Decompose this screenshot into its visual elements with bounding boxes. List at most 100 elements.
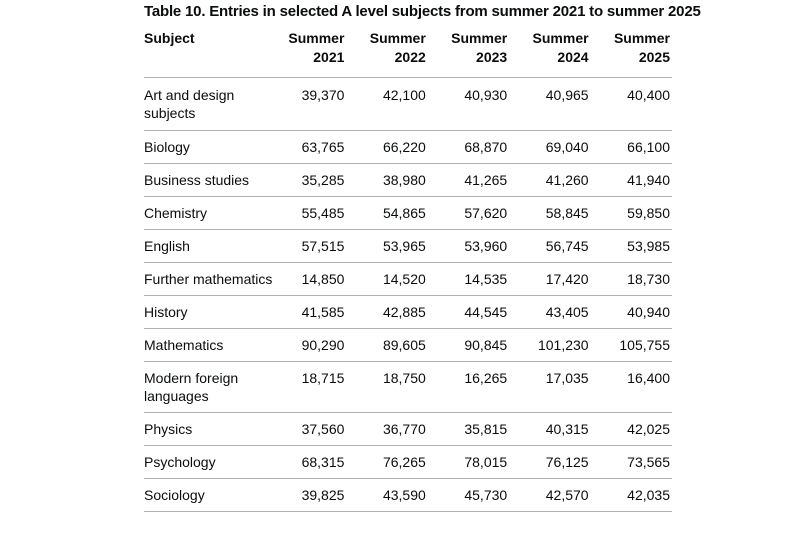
header-year-line2: 2024 — [557, 49, 589, 65]
header-year-line2: 2023 — [476, 49, 508, 65]
cell-value: 37,560 — [283, 412, 347, 446]
cell-value: 41,265 — [427, 163, 510, 197]
cell-value: 66,100 — [590, 130, 672, 164]
cell-value: 58,845 — [509, 196, 591, 230]
header-year-line1: Summer — [451, 30, 508, 46]
table-row: Modern foreign languages 18,715 18,750 16,2… — [144, 361, 672, 413]
cell-value: 16,400 — [590, 361, 672, 413]
cell-value: 35,815 — [427, 412, 510, 446]
cell-value: 17,420 — [509, 262, 591, 296]
cell-value: 56,745 — [509, 229, 591, 263]
table-row: Art and design subjects 39,370 42,100 40,93… — [144, 77, 672, 131]
cell-subject: Sociology — [144, 478, 284, 512]
cell-value: 43,590 — [346, 478, 428, 512]
cell-value: 101,230 — [509, 328, 591, 362]
table-row: Business studies 35,285 38,980 41,265 41,260… — [144, 163, 672, 197]
table-row: Chemistry 55,485 54,865 57,620 58,845 59,850 — [144, 196, 672, 230]
cell-value: 54,865 — [346, 196, 428, 230]
cell-value: 42,570 — [509, 478, 591, 512]
cell-value: 35,285 — [283, 163, 347, 197]
cell-value: 43,405 — [509, 295, 591, 329]
cell-subject: Chemistry — [144, 196, 284, 230]
cell-value: 14,535 — [427, 262, 510, 296]
table-row: Biology 63,765 66,220 68,870 69,040 66,100 — [144, 130, 672, 164]
table-body: Art and design subjects 39,370 42,100 40,93… — [144, 77, 672, 512]
cell-value: 16,265 — [427, 361, 510, 413]
cell-value: 42,025 — [590, 412, 672, 446]
cell-value: 55,485 — [283, 196, 347, 230]
header-year-line1: Summer — [288, 30, 345, 46]
cell-value: 41,585 — [283, 295, 347, 329]
cell-value: 36,770 — [346, 412, 428, 446]
cell-value: 53,960 — [427, 229, 510, 263]
table-row: Further mathematics 14,850 14,520 14,535 17,… — [144, 262, 672, 296]
cell-subject: Modern foreign languages — [144, 361, 284, 413]
cell-value: 57,515 — [283, 229, 347, 263]
cell-subject: Mathematics — [144, 328, 284, 362]
cell-value: 78,015 — [427, 445, 510, 479]
cell-value: 57,620 — [427, 196, 510, 230]
cell-subject: Psychology — [144, 445, 284, 479]
cell-value: 18,730 — [590, 262, 672, 296]
cell-value: 73,565 — [590, 445, 672, 479]
cell-subject: Business studies — [144, 163, 284, 197]
header-year-line1: Summer — [613, 30, 670, 46]
table-row: Psychology 68,315 76,265 78,015 76,125 73,565 — [144, 445, 672, 479]
table-row: History 41,585 42,885 44,545 43,405 40,940 — [144, 295, 672, 329]
header-year: Summer 2024 — [509, 29, 591, 78]
cell-subject: Physics — [144, 412, 284, 446]
header-year-line1: Summer — [532, 30, 589, 46]
cell-value: 42,035 — [590, 478, 672, 512]
table-row: Mathematics 90,290 89,605 90,845 101,230 105,… — [144, 328, 672, 362]
cell-value: 40,315 — [509, 412, 591, 446]
cell-value: 39,825 — [283, 478, 347, 512]
table-row: Sociology 39,825 43,590 45,730 42,570 42,035 — [144, 478, 672, 512]
header-year: Summer 2022 — [346, 29, 428, 78]
header-year: Summer 2021 — [283, 29, 347, 78]
header-year-line2: 2025 — [638, 49, 670, 65]
cell-subject: Biology — [144, 130, 284, 164]
cell-value: 14,850 — [283, 262, 347, 296]
header-year-line2: 2022 — [394, 49, 426, 65]
cell-value: 14,520 — [346, 262, 428, 296]
entries-table: Subject Summer 2021 Summer 2022 Summer 2023… — [144, 29, 672, 512]
cell-value: 39,370 — [283, 77, 347, 131]
cell-value: 42,100 — [346, 77, 428, 131]
cell-subject: History — [144, 295, 284, 329]
cell-value: 53,985 — [590, 229, 672, 263]
header-subject: Subject — [144, 29, 284, 78]
cell-value: 105,755 — [590, 328, 672, 362]
cell-subject: English — [144, 229, 284, 263]
cell-value: 41,260 — [509, 163, 591, 197]
cell-value: 90,845 — [427, 328, 510, 362]
cell-value: 53,965 — [346, 229, 428, 263]
cell-value: 66,220 — [346, 130, 428, 164]
table-row: Physics 37,560 36,770 35,815 40,315 42,025 — [144, 412, 672, 446]
cell-subject: Art and design subjects — [144, 77, 284, 131]
table-header: Subject Summer 2021 Summer 2022 Summer 2023… — [144, 29, 672, 78]
cell-value: 18,715 — [283, 361, 347, 413]
cell-value: 44,545 — [427, 295, 510, 329]
cell-value: 63,765 — [283, 130, 347, 164]
header-year-line1: Summer — [369, 30, 426, 46]
cell-value: 40,400 — [590, 77, 672, 131]
cell-value: 68,870 — [427, 130, 510, 164]
cell-value: 40,940 — [590, 295, 672, 329]
cell-value: 17,035 — [509, 361, 591, 413]
cell-value: 59,850 — [590, 196, 672, 230]
cell-value: 89,605 — [346, 328, 428, 362]
cell-subject: Further mathematics — [144, 262, 284, 296]
table-caption: Table 10. Entries in selected A level su… — [144, 3, 701, 20]
header-row: Subject Summer 2021 Summer 2022 Summer 2023… — [144, 29, 672, 78]
cell-value: 76,125 — [509, 445, 591, 479]
cell-value: 69,040 — [509, 130, 591, 164]
cell-value: 18,750 — [346, 361, 428, 413]
cell-value: 76,265 — [346, 445, 428, 479]
cell-value: 45,730 — [427, 478, 510, 512]
cell-value: 41,940 — [590, 163, 672, 197]
cell-value: 42,885 — [346, 295, 428, 329]
header-year-line2: 2021 — [313, 49, 345, 65]
cell-value: 90,290 — [283, 328, 347, 362]
cell-value: 38,980 — [346, 163, 428, 197]
header-year: Summer 2023 — [427, 29, 510, 78]
